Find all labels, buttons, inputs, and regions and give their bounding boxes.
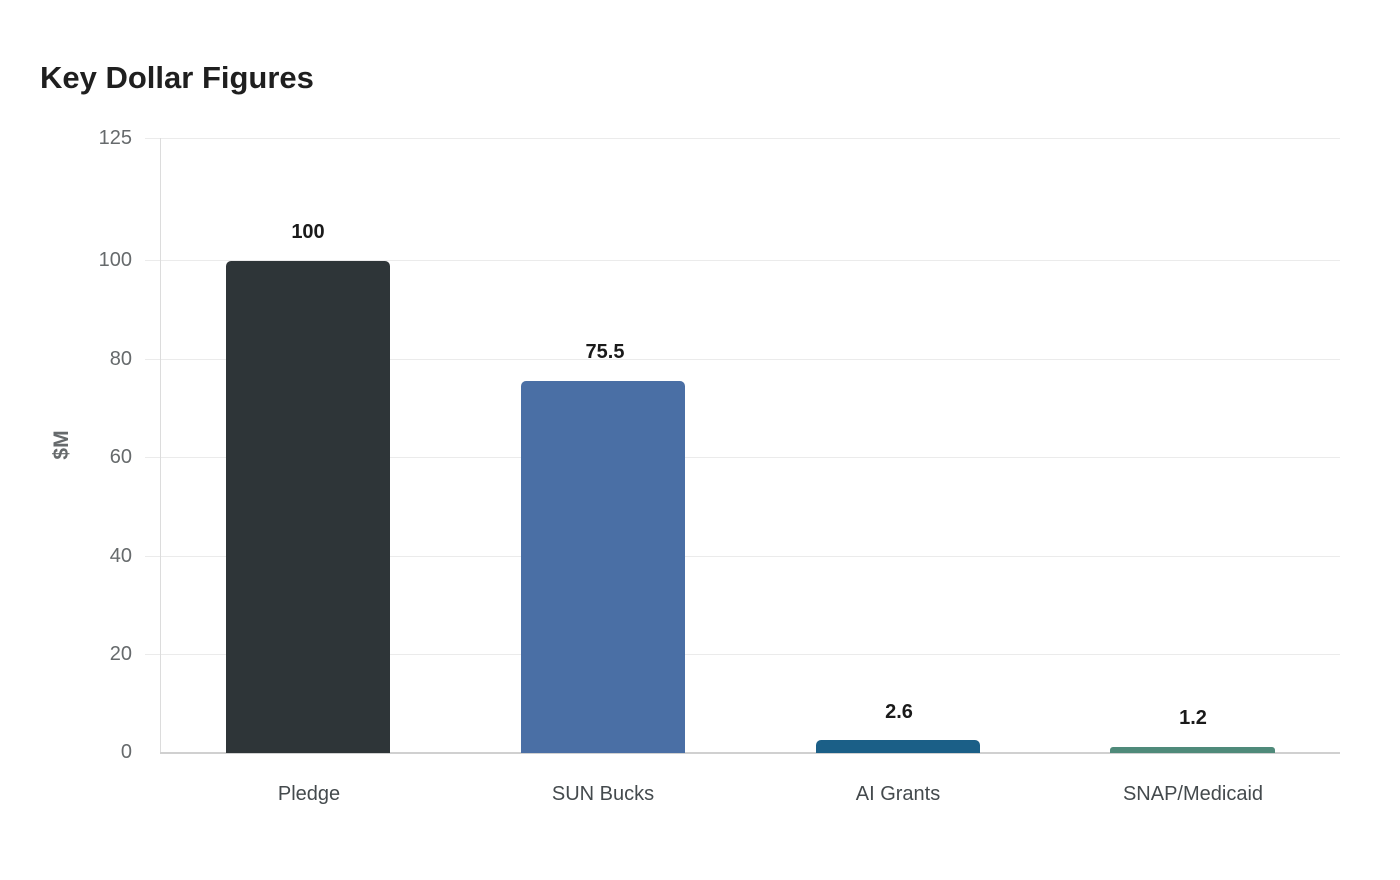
y-tick-label: 60	[109, 446, 132, 468]
y-tick-label: 100	[98, 249, 132, 271]
gridline	[145, 138, 1340, 139]
bar-snap-medicaid	[1110, 747, 1275, 753]
y-tick-label: 80	[109, 348, 132, 370]
y-axis-line	[160, 138, 161, 753]
bar-value-label: 2.6	[885, 701, 913, 723]
gridline	[145, 457, 1340, 458]
y-tick-label: 0	[120, 741, 132, 763]
bar-pledge	[226, 261, 390, 753]
gridline	[145, 556, 1340, 557]
bar-value-label: 1.2	[1179, 707, 1207, 729]
bar-value-label: 75.5	[585, 341, 625, 363]
y-tick-label: 20	[109, 643, 132, 665]
x-tick-label: SUN Bucks	[551, 783, 655, 805]
bar-sun-bucks	[521, 381, 685, 753]
bar-ai-grants	[816, 740, 980, 753]
gridline	[145, 654, 1340, 655]
bar-value-label: 100	[291, 221, 325, 243]
chart-title: Key Dollar Figures	[40, 60, 314, 95]
x-tick-label: Pledge	[277, 783, 341, 805]
gridline	[145, 260, 1340, 261]
y-axis-label: $M	[50, 430, 73, 460]
x-tick-label: SNAP/Medicaid	[1122, 783, 1264, 805]
gridline	[145, 359, 1340, 360]
y-tick-label: 125	[98, 127, 132, 149]
x-axis-line	[160, 752, 1340, 754]
y-tick-label: 40	[109, 545, 132, 567]
x-tick-label: AI Grants	[855, 783, 941, 805]
